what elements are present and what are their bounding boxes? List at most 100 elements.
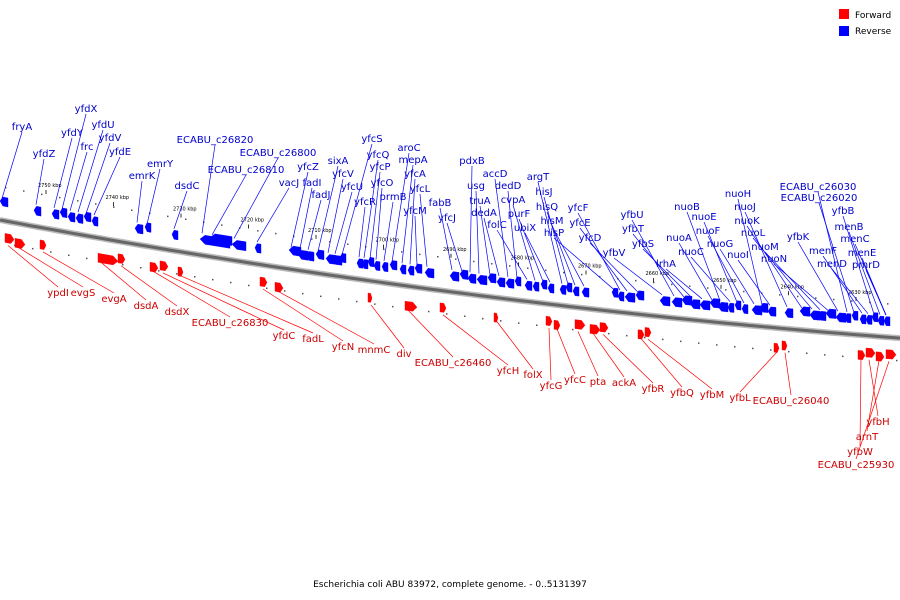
reverse-leader-line — [201, 144, 216, 234]
grid-dot — [896, 359, 898, 362]
reverse-gene-arrow — [540, 279, 548, 290]
forward-gene-arrow — [14, 238, 26, 249]
grid-dot — [194, 276, 196, 278]
reverse-gene-arrow — [459, 269, 469, 280]
grid-dot — [779, 294, 781, 296]
reverse-gene-arrow — [33, 206, 42, 217]
grid-dot — [77, 200, 79, 202]
forward-leader-line — [640, 338, 683, 388]
reverse-gene-label: yfcF — [568, 203, 589, 214]
reverse-leader-line — [483, 217, 500, 277]
forward-gene-arrow — [97, 253, 119, 266]
caption: Escherichia coli ABU 83972, complete gen… — [313, 580, 587, 590]
reverse-gene-label: yfbV — [603, 248, 626, 259]
grid-dot — [698, 342, 700, 344]
reverse-gene-arrow — [572, 286, 580, 297]
reverse-leader-line — [719, 248, 755, 305]
reverse-gene-label: menB — [834, 222, 863, 233]
grid-dot — [338, 298, 340, 300]
forward-gene-label: fadL — [302, 334, 324, 345]
forward-leader-line — [577, 331, 599, 377]
reverse-gene-label: menC — [840, 234, 869, 245]
grid-dot — [302, 292, 304, 295]
forward-gene-label: yfbQ — [670, 388, 694, 399]
forward-leader-line — [592, 333, 625, 378]
grid-dot — [563, 271, 565, 274]
reverse-gene-arrow — [865, 314, 873, 325]
reverse-gene-label: purF — [508, 209, 531, 220]
reverse-gene-label: lrhA — [656, 259, 676, 270]
grid-dot — [869, 301, 871, 304]
reverse-gene-arrow — [699, 300, 711, 311]
reverse-leader-line — [797, 241, 839, 312]
reverse-leader-line — [334, 191, 353, 254]
forward-gene-label: yfbR — [642, 384, 665, 395]
reverse-gene-arrow — [532, 281, 540, 292]
reverse-leader-line — [419, 193, 428, 267]
reverse-gene-arrow — [835, 312, 847, 323]
reverse-gene-label: menF — [809, 246, 837, 257]
grid-dot — [59, 196, 61, 199]
reverse-gene-label: pdxB — [459, 156, 485, 167]
forward-gene-arrow — [589, 324, 601, 335]
reverse-gene-label: yfcV — [332, 169, 354, 180]
reverse-gene-layer: fryAyfdZyfdYyfdXfrcyfdUyfdVyfdEemrKemrYd… — [0, 104, 891, 327]
grid-dot — [527, 267, 529, 269]
reverse-gene-arrow — [75, 213, 84, 224]
reverse-leader-line — [211, 174, 247, 236]
reverse-leader-line — [551, 225, 585, 287]
grid-dot — [482, 317, 484, 320]
reverse-gene-label: nuoC — [678, 247, 704, 258]
reverse-gene-arrow — [339, 253, 347, 264]
reverse-gene-arrow — [617, 291, 625, 302]
forward-gene-arrow — [637, 329, 645, 340]
tick-label: 2730 kbp — [173, 207, 197, 213]
forward-leader-line — [100, 262, 147, 301]
reverse-gene-label: yfbT — [622, 224, 645, 235]
reverse-gene-label: nuoN — [761, 254, 787, 265]
reverse-gene-arrow — [467, 273, 477, 284]
reverse-leader-line — [136, 180, 143, 223]
forward-gene-arrow — [439, 302, 447, 313]
grid-dot — [383, 248, 385, 251]
grid-dot — [599, 275, 601, 278]
reverse-gene-arrow — [524, 280, 533, 291]
reverse-gene-arrow — [51, 209, 60, 220]
forward-gene-arrow — [117, 253, 126, 264]
grid-dot — [275, 232, 277, 235]
reverse-gene-arrow — [305, 251, 315, 262]
tick-label: 2690 kbp — [443, 247, 467, 253]
reverse-gene-label: yfcS — [361, 134, 382, 145]
grid-dot — [41, 193, 43, 196]
grid-dot — [32, 247, 34, 250]
legend: Forward Reverse — [839, 9, 892, 37]
reverse-gene-label: hisQ — [536, 202, 558, 213]
grid-dot — [374, 303, 376, 305]
reverse-gene-arrow — [505, 278, 515, 289]
reverse-leader-line — [375, 187, 383, 260]
grid-dot — [725, 289, 727, 291]
grid-dot — [581, 273, 583, 276]
reverse-gene-label: nuoM — [751, 242, 778, 253]
grid-dot — [464, 315, 466, 317]
tick-label: 2630 kbp — [848, 290, 872, 296]
reverse-gene-arrow — [91, 216, 99, 227]
grid-dot — [212, 278, 214, 281]
forward-gene-arrow — [875, 351, 885, 362]
reverse-leader-line — [1, 131, 23, 199]
reverse-gene-arrow — [581, 287, 590, 298]
grid-dot — [347, 243, 349, 245]
forward-gene-label: div — [396, 349, 411, 360]
reverse-leader-line — [744, 211, 788, 307]
tick-label: 2740 kbp — [106, 195, 130, 201]
reverse-gene-label: yfdU — [91, 120, 114, 131]
reverse-gene-label: nuoB — [674, 202, 700, 213]
forward-gene-label: ackA — [612, 378, 636, 389]
reverse-leader-line — [773, 263, 829, 311]
reverse-leader-line — [817, 191, 848, 313]
backbone-line — [0, 218, 900, 340]
reverse-gene-arrow — [373, 260, 381, 271]
reverse-gene-arrow — [565, 282, 573, 293]
grid-dot — [752, 347, 754, 350]
